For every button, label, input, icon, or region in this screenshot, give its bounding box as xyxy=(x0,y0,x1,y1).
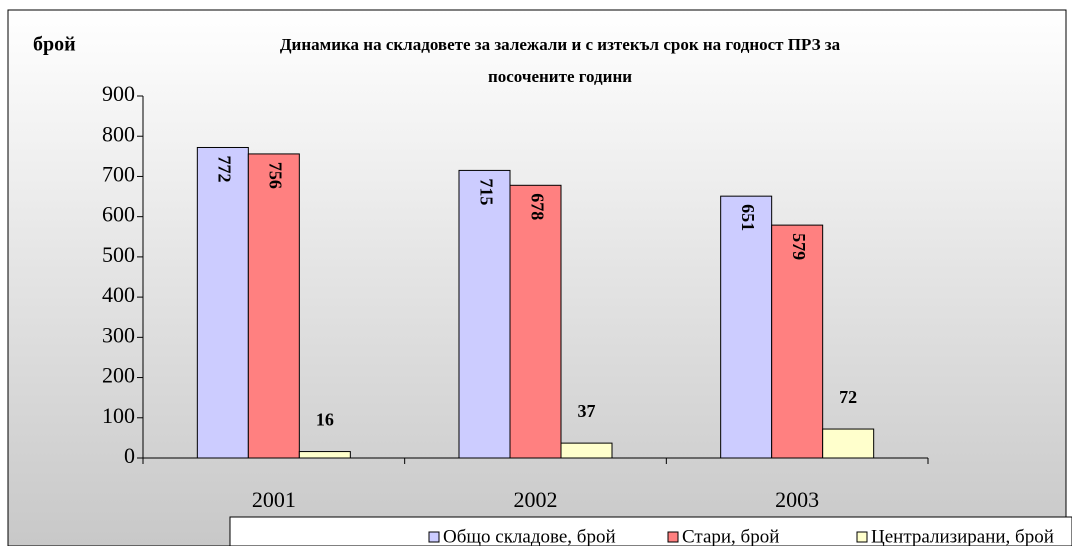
value-label: 678 xyxy=(527,193,547,220)
y-tick-label: 500 xyxy=(102,242,135,267)
legend-swatch xyxy=(667,531,679,543)
bar xyxy=(771,224,824,459)
bar xyxy=(298,451,351,459)
bar xyxy=(458,169,511,459)
y-tick-label: 300 xyxy=(102,322,135,347)
value-label: 772 xyxy=(215,155,235,182)
value-label: 715 xyxy=(476,178,496,205)
y-tick-label: 800 xyxy=(102,121,135,146)
value-label: 16 xyxy=(316,410,334,430)
y-tick-label: 200 xyxy=(102,363,135,388)
chart-title: Динамика на складовете за залежали и с и… xyxy=(280,35,841,54)
value-label: 37 xyxy=(578,401,596,421)
y-tick-label: 700 xyxy=(102,161,135,186)
legend-swatch xyxy=(428,531,440,543)
value-label: 579 xyxy=(789,233,809,260)
chart-title: посочените години xyxy=(488,67,632,86)
bar xyxy=(196,146,249,459)
legend-box xyxy=(229,516,1072,546)
legend-swatch xyxy=(856,531,868,543)
x-tick-label: 2003 xyxy=(775,487,819,512)
legend-label: Стари, брой xyxy=(682,526,779,546)
y-tick-label: 600 xyxy=(102,202,135,227)
y-tick-label: 0 xyxy=(124,443,135,468)
x-tick-label: 2001 xyxy=(252,487,296,512)
y-tick-label: 400 xyxy=(102,282,135,307)
y-tick-label: 900 xyxy=(102,81,135,106)
bar xyxy=(509,184,562,459)
bar xyxy=(720,195,773,459)
bar xyxy=(822,428,875,459)
bar xyxy=(560,442,613,459)
value-label: 651 xyxy=(738,204,758,231)
legend-label: Централизирани, брой xyxy=(871,526,1054,546)
legend-label: Общо складове, брой xyxy=(443,526,616,546)
y-tick-label: 100 xyxy=(102,403,135,428)
x-tick-label: 2002 xyxy=(514,487,558,512)
value-label: 72 xyxy=(839,387,857,407)
value-label: 756 xyxy=(266,162,286,189)
y-axis-label: брой xyxy=(33,34,76,56)
bar xyxy=(247,153,300,459)
